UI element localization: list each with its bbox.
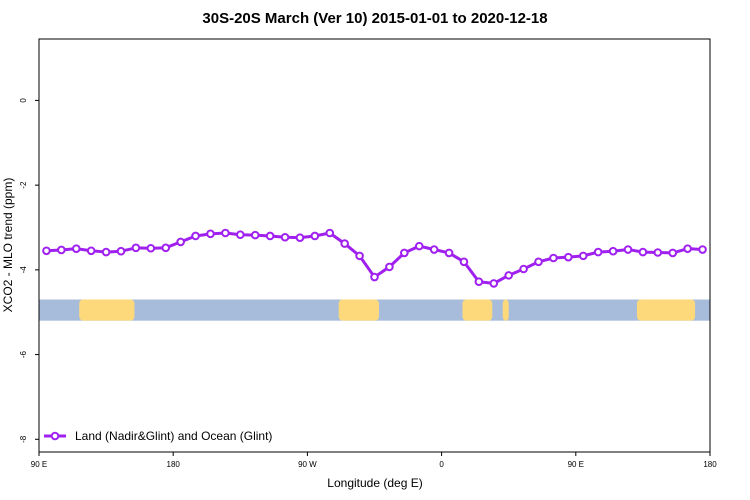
- data-point: [57, 245, 66, 255]
- x-tick-label: 90 E: [568, 460, 584, 469]
- x-axis-label: Longitude (deg E): [327, 476, 423, 490]
- data-point: [698, 245, 707, 254]
- data-point: [370, 272, 379, 282]
- data-point: [236, 230, 245, 239]
- data-point: [340, 239, 349, 248]
- x-axis-ticks: 90 E 180 90 W 0 90 E 180: [31, 452, 717, 469]
- data-point: [683, 244, 692, 253]
- data-point: [444, 248, 454, 258]
- x-tick-label: 0: [439, 460, 444, 469]
- x-tick-label: 180: [703, 460, 717, 469]
- data-point: [534, 257, 543, 267]
- legend-marker-swatch: [50, 431, 60, 441]
- data-point: [429, 245, 439, 254]
- data-point: [638, 247, 648, 257]
- data-point: [146, 243, 156, 253]
- data-point: [265, 231, 275, 241]
- chart-title: 30S-20S March (Ver 10) 2015-01-01 to 202…: [202, 10, 548, 27]
- legend: Land (Nadir&Glint) and Ocean (Glint): [44, 429, 272, 443]
- data-point: [191, 231, 200, 241]
- data-point: [42, 246, 51, 256]
- data-point: [295, 233, 305, 242]
- data-point: [206, 229, 215, 239]
- data-point: [176, 237, 185, 247]
- data-point: [623, 245, 633, 254]
- data-point: [549, 253, 558, 263]
- data-point: [280, 232, 290, 242]
- data-point: [131, 243, 141, 253]
- data-point: [221, 228, 230, 238]
- y-tick-label: -4: [19, 266, 28, 274]
- y-axis-ticks: 0 -2 -4 -6 -8: [19, 98, 39, 443]
- data-point: [400, 248, 409, 258]
- x-tick-label: 180: [167, 460, 181, 469]
- land-region: [636, 299, 696, 321]
- series-group: [42, 228, 707, 288]
- data-point: [414, 241, 424, 251]
- land-region: [79, 299, 135, 321]
- data-point: [459, 257, 469, 267]
- data-point: [489, 279, 499, 288]
- data-point: [608, 246, 618, 256]
- y-tick-label: 0: [19, 98, 28, 103]
- data-point: [310, 231, 320, 241]
- data-point: [668, 248, 678, 258]
- plot-frame: [38, 38, 711, 453]
- landmask-strip: [39, 299, 710, 321]
- land-region: [462, 299, 493, 321]
- y-tick-label: -2: [19, 181, 28, 189]
- data-point: [578, 251, 588, 261]
- data-point: [519, 264, 528, 274]
- data-point: [161, 243, 171, 253]
- x-tick-label: 90 W: [298, 460, 317, 469]
- data-point: [101, 247, 111, 257]
- data-point: [325, 228, 335, 238]
- data-point: [474, 277, 484, 287]
- x-tick-label: 90 E: [31, 460, 47, 469]
- data-point: [86, 246, 96, 256]
- data-point: [385, 262, 394, 272]
- data-point: [250, 230, 260, 240]
- y-tick-label: -6: [19, 350, 28, 358]
- land-region: [338, 299, 379, 321]
- data-point: [504, 271, 514, 280]
- data-point: [116, 246, 126, 256]
- data-point: [653, 248, 663, 257]
- legend-label: Land (Nadir&Glint) and Ocean (Glint): [75, 429, 272, 443]
- data-point: [355, 251, 364, 261]
- data-point: [593, 247, 603, 257]
- data-point: [71, 244, 81, 253]
- land-region: [502, 299, 509, 321]
- data-point: [564, 252, 573, 262]
- y-tick-label: -8: [19, 435, 28, 443]
